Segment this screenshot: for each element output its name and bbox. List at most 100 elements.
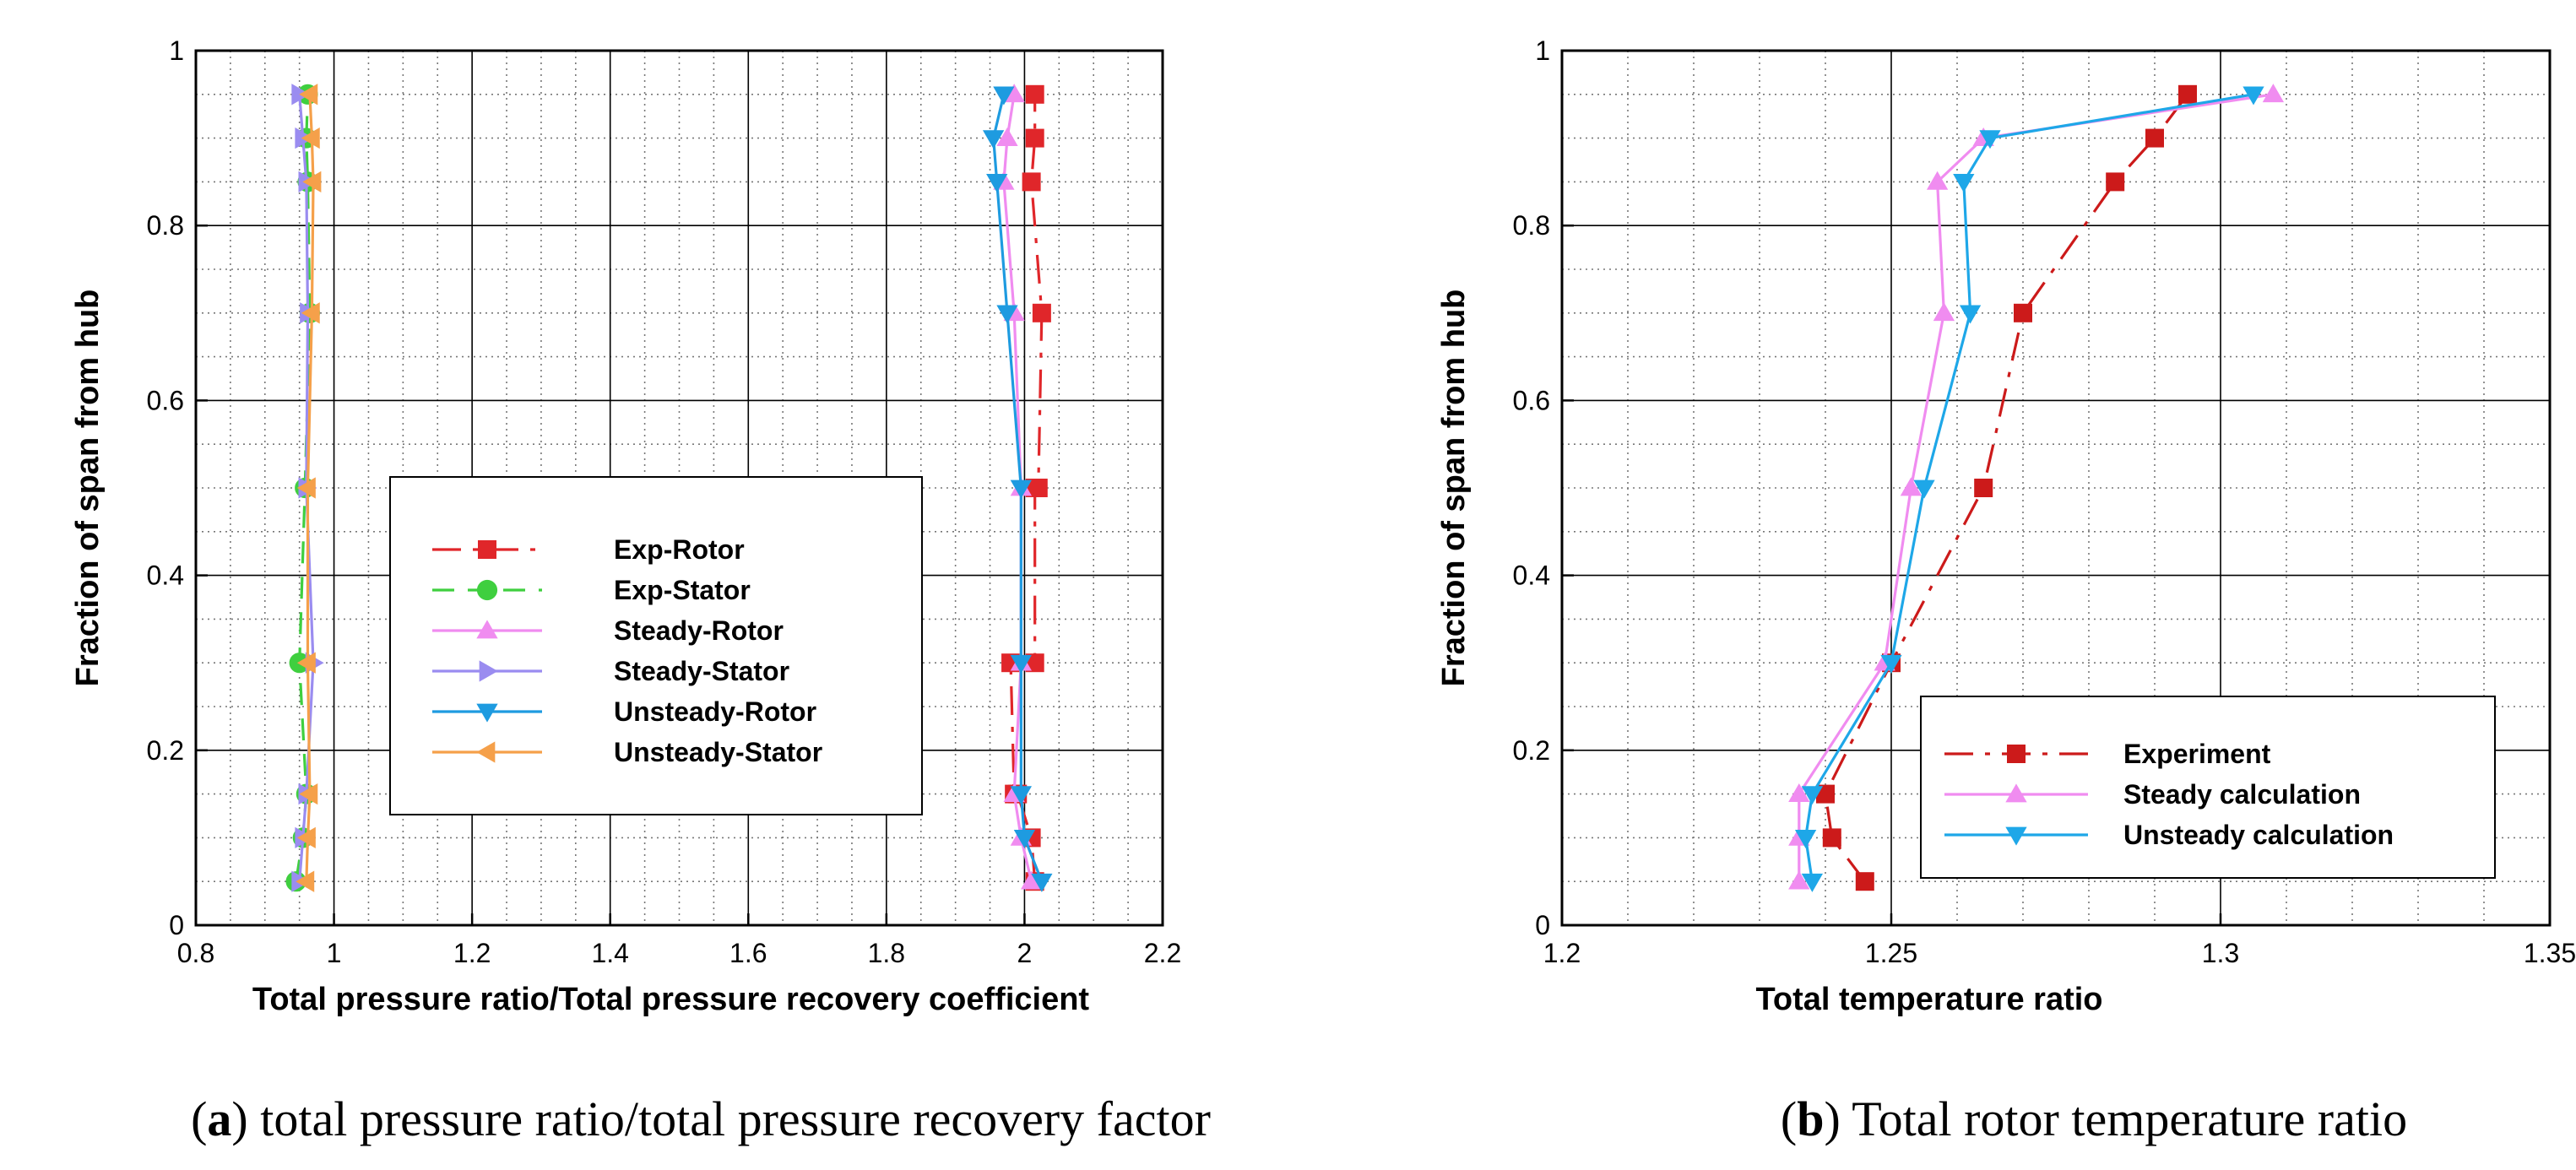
data-point bbox=[1788, 783, 1810, 802]
legend-label: Exp-Stator bbox=[614, 575, 751, 605]
data-point bbox=[301, 302, 320, 324]
legend-label: Steady-Stator bbox=[614, 656, 789, 686]
data-point bbox=[1025, 128, 1044, 148]
y-tick-label: 0 bbox=[1535, 910, 1550, 940]
data-point bbox=[996, 305, 1018, 324]
data-point bbox=[1974, 479, 1993, 497]
tick-labels: 0.8 1 1.2 1.4 1.6 1.8 2 2.2 0 0.2 0.4 0.6 0.8 1 bbox=[147, 35, 1182, 968]
data-point bbox=[1788, 870, 1810, 890]
series-unsteady-calculation bbox=[1794, 86, 2264, 892]
data-point bbox=[1031, 873, 1053, 892]
data-point bbox=[1913, 479, 1935, 499]
x-tick-label: 1.25 bbox=[1865, 938, 1917, 968]
data-point bbox=[2014, 303, 2032, 322]
y-tick-label: 0.8 bbox=[1513, 210, 1550, 241]
data-point bbox=[1801, 873, 1824, 892]
y-axis-label: Fraction of span from hub bbox=[70, 290, 106, 687]
data-point bbox=[301, 127, 320, 149]
data-point bbox=[296, 870, 315, 892]
data-point bbox=[1010, 654, 1032, 674]
x-axis-label: Total pressure ratio/Total pressure reco… bbox=[252, 982, 1090, 1017]
x-tick-label: 1.2 bbox=[1543, 938, 1581, 968]
legend-label: Exp-Rotor bbox=[614, 534, 745, 565]
y-tick-label: 0.8 bbox=[147, 210, 184, 241]
y-tick-label: 0.6 bbox=[1513, 385, 1550, 415]
data-point bbox=[1979, 130, 2001, 149]
legend-marker bbox=[2005, 783, 2027, 803]
y-tick-label: 0.4 bbox=[1513, 561, 1550, 591]
data-point bbox=[2145, 128, 2164, 148]
data-point bbox=[1013, 830, 1036, 849]
legend-marker bbox=[2007, 745, 2026, 763]
data-point bbox=[1900, 477, 1923, 496]
plot-frame bbox=[1560, 49, 2552, 927]
legend-box bbox=[389, 476, 923, 815]
x-axis-label: Total temperature ratio bbox=[1755, 982, 2102, 1017]
data-point bbox=[1855, 872, 1874, 891]
caption-text: Total rotor temperature ratio bbox=[1841, 1091, 2407, 1146]
y-tick-label: 0.2 bbox=[1513, 735, 1550, 766]
data-point bbox=[986, 174, 1008, 193]
legend-label: Steady-Rotor bbox=[614, 615, 784, 646]
y-tick-label: 0.2 bbox=[147, 735, 184, 766]
legend: Experiment Steady calculation Unsteady cal… bbox=[1920, 696, 2496, 879]
legend: Exp-Rotor Exp-Stator Steady-Rotor Steady-St… bbox=[389, 476, 923, 815]
data-point bbox=[302, 171, 322, 193]
data-point bbox=[1801, 786, 1824, 805]
legend-label: Unsteady calculation bbox=[2123, 820, 2394, 850]
data-point bbox=[1010, 786, 1032, 805]
x-tick-label: 1.6 bbox=[729, 938, 767, 968]
data-point bbox=[1025, 653, 1044, 673]
data-point bbox=[2106, 172, 2125, 192]
legend-marker bbox=[479, 660, 498, 682]
caption-label: b bbox=[1797, 1091, 1824, 1146]
series-group bbox=[1788, 84, 2285, 892]
data-point bbox=[2242, 86, 2264, 106]
y-tick-label: 0.4 bbox=[147, 561, 184, 591]
legend-marker bbox=[2005, 826, 2027, 846]
x-tick-label: 2.2 bbox=[1144, 938, 1181, 968]
axes bbox=[194, 49, 1164, 927]
data-point bbox=[1822, 828, 1841, 848]
caption-b: (b) Total rotor temperature ratio bbox=[1781, 1091, 2407, 1146]
x-tick-label: 2 bbox=[1017, 938, 1033, 968]
chart-panel-a: 0.8 1 1.2 1.4 1.6 1.8 2 2.2 0 0.2 0.4 0.6 0.8 1 Total… bbox=[70, 35, 1211, 1146]
data-point bbox=[1010, 479, 1032, 499]
data-point bbox=[1020, 870, 1043, 890]
data-point bbox=[299, 84, 318, 106]
x-tick-label: 1.2 bbox=[453, 938, 491, 968]
x-tick-label: 0.8 bbox=[177, 938, 214, 968]
data-point bbox=[1959, 305, 1982, 324]
legend-label: Unsteady-Rotor bbox=[614, 696, 816, 727]
caption-label: a bbox=[207, 1091, 231, 1146]
legend-marker bbox=[476, 620, 498, 639]
plot-frame bbox=[194, 49, 1164, 927]
series-unsteady-stator bbox=[296, 84, 322, 892]
x-tick-label: 1.8 bbox=[868, 938, 905, 968]
data-point bbox=[1933, 302, 1955, 322]
y-tick-label: 0.6 bbox=[147, 385, 184, 415]
data-point bbox=[1025, 84, 1044, 104]
y-tick-label: 1 bbox=[169, 35, 184, 66]
x-tick-label: 1.4 bbox=[591, 938, 628, 968]
legend-marker bbox=[476, 703, 498, 723]
data-point bbox=[1880, 654, 1902, 674]
legend-marker bbox=[476, 579, 498, 601]
data-point bbox=[1794, 830, 1817, 849]
data-point bbox=[296, 652, 316, 674]
legend-marker bbox=[476, 741, 496, 763]
x-tick-label: 1.3 bbox=[2202, 938, 2239, 968]
legend-label: Unsteady-Stator bbox=[614, 737, 822, 767]
x-tick-label: 1.35 bbox=[2524, 938, 2576, 968]
data-point bbox=[2262, 84, 2285, 103]
y-tick-label: 0 bbox=[169, 910, 184, 940]
series-experiment bbox=[1816, 84, 2197, 891]
data-point bbox=[2178, 84, 2197, 104]
caption-a: (a) total pressure ratio/total pressure … bbox=[191, 1091, 1211, 1146]
legend-label: Steady calculation bbox=[2123, 779, 2361, 810]
axes bbox=[1560, 49, 2552, 927]
data-point bbox=[1926, 171, 1949, 190]
y-tick-label: 1 bbox=[1535, 35, 1550, 66]
legend-marker bbox=[478, 540, 496, 559]
